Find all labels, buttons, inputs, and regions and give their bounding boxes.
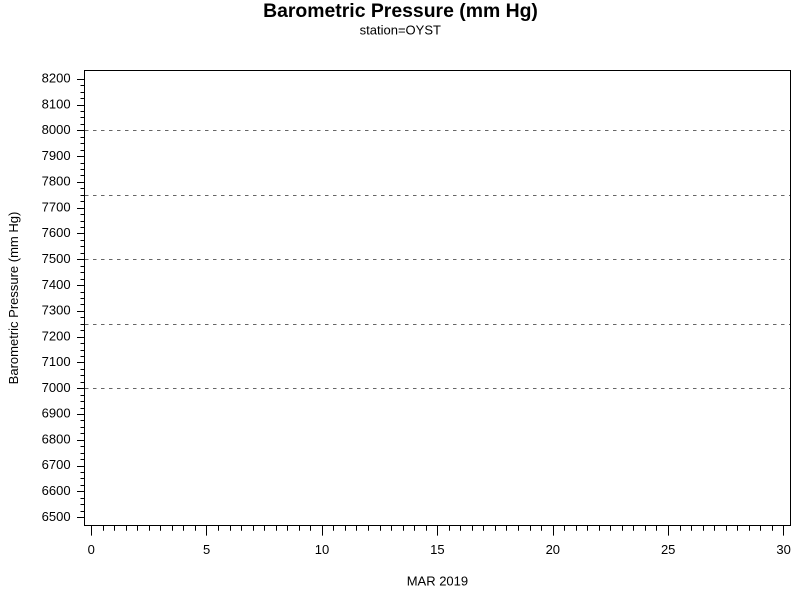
svg-text:7900: 7900 [42,148,71,163]
svg-text:6900: 6900 [42,406,71,421]
svg-text:6500: 6500 [42,509,71,524]
svg-text:7100: 7100 [42,354,71,369]
svg-text:6800: 6800 [42,432,71,447]
svg-text:8100: 8100 [42,96,71,111]
svg-text:6700: 6700 [42,457,71,472]
svg-text:6600: 6600 [42,483,71,498]
svg-text:MAR 2019: MAR 2019 [407,574,468,589]
svg-text:Barometric Pressure (mm Hg): Barometric Pressure (mm Hg) [6,212,21,385]
svg-text:7800: 7800 [42,174,71,189]
svg-text:7200: 7200 [42,328,71,343]
svg-text:7700: 7700 [42,199,71,214]
svg-text:20: 20 [546,542,560,557]
svg-text:7300: 7300 [42,303,71,318]
svg-text:30: 30 [776,542,790,557]
svg-text:8200: 8200 [42,71,71,86]
svg-text:7000: 7000 [42,380,71,395]
svg-text:7600: 7600 [42,225,71,240]
svg-text:7400: 7400 [42,277,71,292]
svg-text:8000: 8000 [42,122,71,137]
svg-text:station=OYST: station=OYST [360,23,441,38]
svg-text:7500: 7500 [42,251,71,266]
svg-text:10: 10 [315,542,329,557]
svg-text:25: 25 [661,542,675,557]
svg-text:5: 5 [203,542,210,557]
svg-text:15: 15 [430,542,444,557]
svg-text:0: 0 [88,542,95,557]
svg-text:Barometric Pressure (mm Hg): Barometric Pressure (mm Hg) [263,0,538,22]
